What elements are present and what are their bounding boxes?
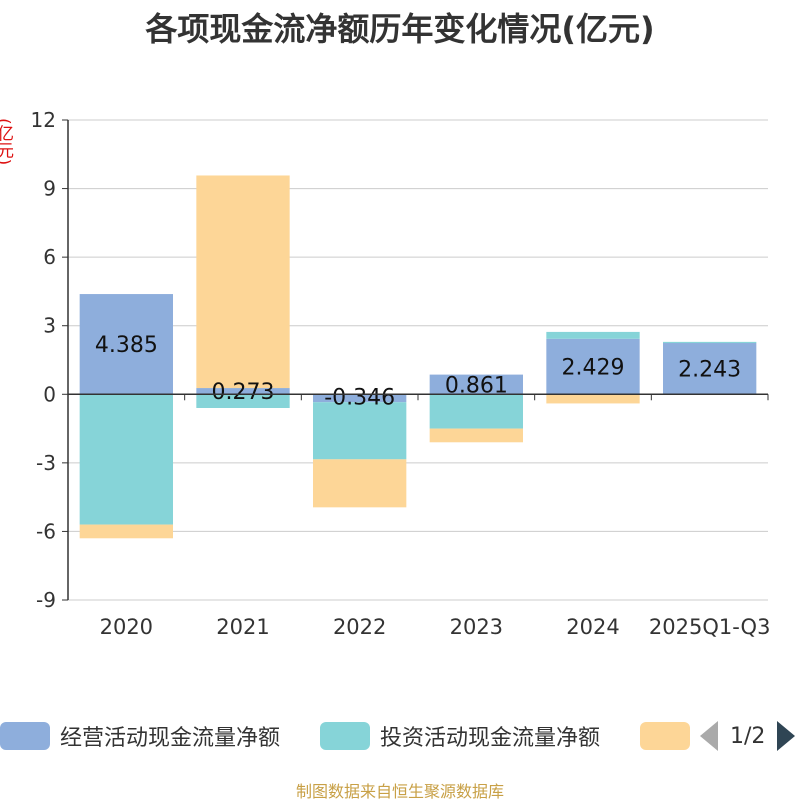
y-tick-label: -9 — [36, 588, 56, 612]
legend-swatch-financing — [640, 722, 690, 750]
bar-investing — [313, 402, 407, 460]
legend-item-operating[interactable]: 经营活动现金流量净额 — [0, 716, 280, 756]
chart-title: 各项现金流净额历年变化情况(亿元) — [145, 10, 655, 48]
data-label: -0.346 — [324, 385, 395, 410]
legend-swatch-investing — [320, 722, 370, 750]
legend-next-page-icon[interactable] — [777, 721, 796, 751]
y-tick-label: 6 — [43, 245, 56, 269]
bar-operating — [196, 388, 290, 395]
x-tick-label: 2021 — [216, 615, 269, 639]
y-axis-unit-label: (亿元) — [0, 118, 13, 166]
y-tick-label: -6 — [36, 519, 56, 543]
bar-financing — [429, 428, 523, 443]
data-label: 2.429 — [562, 356, 625, 381]
bar-operating — [429, 374, 523, 395]
data-label: 2.243 — [678, 358, 741, 383]
bar-financing — [79, 524, 173, 539]
bar-operating — [546, 338, 640, 395]
bar-investing — [429, 394, 523, 429]
legend-label-operating: 经营活动现金流量净额 — [60, 726, 281, 751]
legend-prev-page-icon[interactable] — [700, 721, 718, 751]
chart-canvas: -9 -6 -3 0 3 6 9 12 4.385 2020 0.273 2021 -0.346 2022… — [31, 108, 771, 639]
bar-financing — [546, 394, 640, 404]
x-tick-label: 2022 — [333, 615, 386, 639]
y-tick-label: 12 — [31, 108, 56, 132]
data-source-note: 制图数据来自恒生聚源数据库 — [295, 782, 504, 801]
bar-investing — [663, 341, 757, 344]
bar-investing — [79, 394, 173, 525]
x-tick-label: 2025Q1-Q3 — [649, 615, 771, 639]
bar-financing — [313, 459, 407, 508]
bar-operating — [79, 294, 173, 395]
x-tick-label: 2020 — [100, 615, 153, 639]
legend-item-financing[interactable] — [640, 716, 700, 756]
x-tick-label: 2023 — [450, 615, 503, 639]
x-tick-label: 2024 — [566, 615, 619, 639]
data-label: 0.273 — [212, 380, 275, 405]
legend-page-indicator: 1/2 — [730, 723, 766, 749]
y-tick-label: 9 — [43, 177, 56, 201]
legend-swatch-operating — [0, 722, 50, 750]
legend: 经营活动现金流量净额 投资活动现金流量净额 — [0, 716, 800, 756]
bar-financing — [196, 175, 290, 389]
bar-investing — [196, 394, 290, 408]
legend-pager: 1/2 — [700, 716, 796, 756]
legend-item-investing[interactable]: 投资活动现金流量净额 — [320, 716, 600, 756]
bar-operating — [663, 343, 757, 395]
legend-label-investing: 投资活动现金流量净额 — [380, 726, 601, 751]
bar-investing — [546, 331, 640, 339]
y-tick-label: 0 — [43, 382, 56, 406]
data-label: 4.385 — [95, 333, 158, 358]
y-tick-label: -3 — [36, 451, 56, 475]
bar-operating — [313, 394, 407, 403]
y-tick-label: 3 — [43, 314, 56, 338]
